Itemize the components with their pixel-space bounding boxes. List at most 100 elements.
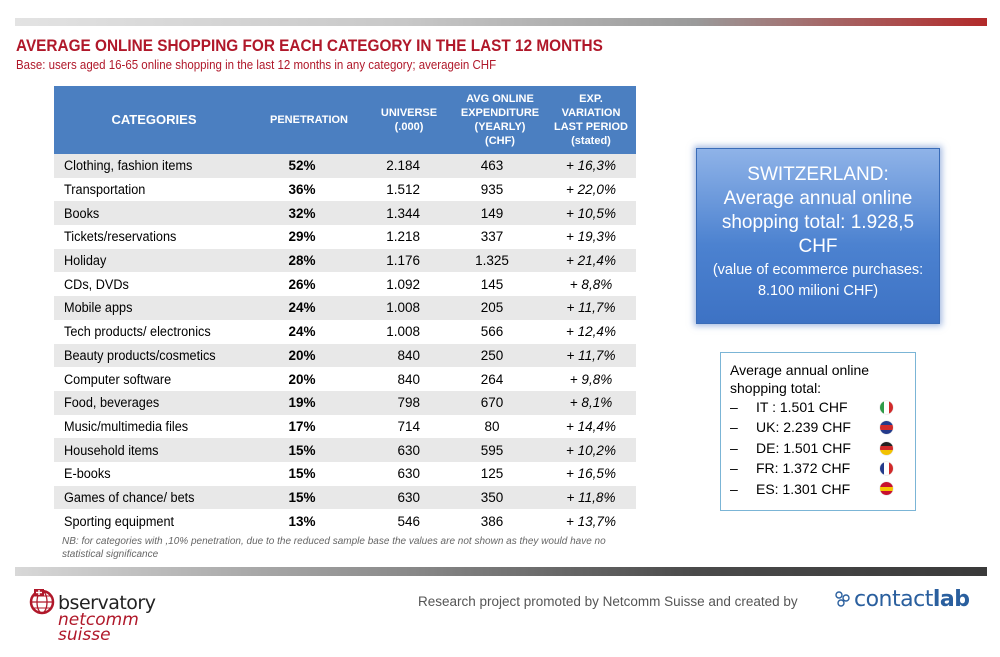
logo-netcomm-text: netcomm bbox=[58, 610, 139, 630]
comparison-item: – FR: 1.372 CHF bbox=[730, 458, 907, 478]
comparison-item: – IT : 1.501 CHF bbox=[730, 397, 907, 417]
penetration-cell: 29% bbox=[254, 225, 364, 249]
penetration-cell: 52% bbox=[254, 154, 364, 178]
table-row: Games of chance/ bets 15% 630 350 + 11,8% bbox=[54, 485, 636, 510]
contactlab-text: contactlab bbox=[854, 587, 970, 612]
header-penetration: PENETRATION bbox=[254, 86, 364, 154]
penetration-cell: 20% bbox=[254, 367, 364, 391]
comparison-item: – DE: 1.501 CHF bbox=[730, 438, 907, 458]
comparison-item: – ES: 1.301 CHF bbox=[730, 479, 907, 499]
avg-expenditure-cell: 205 bbox=[454, 296, 546, 320]
variation-cell: + 13,7% bbox=[546, 509, 636, 533]
avg-expenditure-cell: 337 bbox=[454, 225, 546, 249]
universe-cell: 798 bbox=[364, 390, 454, 415]
category-cell: Household items bbox=[54, 438, 254, 462]
universe-cell: 630 bbox=[364, 438, 454, 462]
uk-flag-icon bbox=[880, 421, 893, 435]
category-cell: Clothing, fashion items bbox=[54, 154, 254, 178]
penetration-cell: 13% bbox=[254, 509, 364, 533]
table-row: Clothing, fashion items 52% 2.184 463 + 16,3… bbox=[54, 154, 636, 178]
switzerland-title: SWITZERLAND: bbox=[747, 164, 889, 185]
bullet-dash: – bbox=[730, 399, 738, 415]
penetration-cell: 26% bbox=[254, 272, 364, 297]
research-credit-text: Research project promoted by Netcomm Sui… bbox=[418, 594, 798, 609]
category-cell: Holiday bbox=[54, 248, 254, 273]
penetration-cell: 20% bbox=[254, 343, 364, 368]
france-flag-icon bbox=[880, 461, 893, 475]
observatory-netcomm-suisse-logo: bservatory netcomm suisse bbox=[28, 586, 178, 646]
table-row: Transportation 36% 1.512 935 + 22,0% bbox=[54, 177, 636, 202]
comparison-item: – UK: 2.239 CHF bbox=[730, 417, 907, 437]
penetration-cell: 28% bbox=[254, 248, 364, 273]
comparison-title-1: Average annual online bbox=[730, 362, 870, 378]
comparison-value: FR: 1.372 CHF bbox=[756, 460, 851, 477]
table-row: Music/multimedia files 17% 714 80 + 14,4% bbox=[54, 414, 636, 439]
penetration-cell: 24% bbox=[254, 319, 364, 344]
category-cell: Food, beverages bbox=[54, 390, 254, 415]
category-cell: Mobile apps bbox=[54, 296, 254, 320]
variation-cell: + 8,8% bbox=[546, 272, 636, 297]
variation-cell: + 10,5% bbox=[546, 201, 636, 226]
bottom-divider-bar bbox=[15, 567, 987, 576]
avg-expenditure-cell: 350 bbox=[454, 485, 546, 510]
variation-cell: + 12,4% bbox=[546, 319, 636, 344]
footnote: NB: for categories with ,10% penetration… bbox=[62, 536, 606, 560]
avg-expenditure-cell: 80 bbox=[454, 414, 546, 439]
category-cell: E-books bbox=[54, 461, 254, 486]
category-cell: Tech products/ electronics bbox=[54, 319, 254, 344]
spain-flag-icon bbox=[880, 482, 893, 496]
universe-cell: 840 bbox=[364, 343, 454, 368]
penetration-cell: 32% bbox=[254, 201, 364, 226]
penetration-cell: 36% bbox=[254, 177, 364, 202]
avg-expenditure-cell: 386 bbox=[454, 509, 546, 533]
variation-cell: + 16,5% bbox=[546, 461, 636, 486]
header-categories: CATEGORIES bbox=[54, 86, 254, 154]
comparison-value: DE: 1.501 CHF bbox=[756, 439, 851, 456]
comparison-value: UK: 2.239 CHF bbox=[756, 419, 851, 436]
globe-icon bbox=[29, 589, 55, 615]
logo-observatory-text: bservatory bbox=[58, 592, 156, 614]
bullet-dash: – bbox=[730, 419, 738, 436]
universe-cell: 1.218 bbox=[364, 225, 454, 249]
switzerland-line-4: CHF bbox=[798, 236, 838, 257]
category-cell: Beauty products/cosmetics bbox=[54, 343, 254, 368]
avg-expenditure-cell: 145 bbox=[454, 272, 546, 297]
universe-cell: 1.008 bbox=[364, 296, 454, 320]
penetration-cell: 15% bbox=[254, 485, 364, 510]
variation-cell: + 21,4% bbox=[546, 248, 636, 273]
avg-expenditure-cell: 264 bbox=[454, 367, 546, 391]
table-row: Holiday 28% 1.176 1.325 + 21,4% bbox=[54, 248, 636, 273]
category-cell: Music/multimedia files bbox=[54, 414, 254, 439]
avg-expenditure-cell: 125 bbox=[454, 461, 546, 486]
variation-cell: + 14,4% bbox=[546, 414, 636, 439]
table-row: Books 32% 1.344 149 + 10,5% bbox=[54, 201, 636, 226]
bullet-dash: – bbox=[730, 460, 738, 477]
avg-expenditure-cell: 935 bbox=[454, 177, 546, 202]
avg-expenditure-cell: 670 bbox=[454, 390, 546, 415]
italy-flag-icon bbox=[880, 400, 893, 414]
universe-cell: 630 bbox=[364, 461, 454, 486]
variation-cell: + 16,3% bbox=[546, 154, 636, 178]
variation-cell: + 11,8% bbox=[546, 485, 636, 510]
universe-cell: 1.092 bbox=[364, 272, 454, 297]
bullet-dash: – bbox=[730, 439, 738, 456]
variation-cell: + 11,7% bbox=[546, 296, 636, 320]
header-avg-expenditure: AVG ONLINE EXPENDITURE (YEARLY) (CHF) bbox=[454, 86, 546, 154]
table-row: Household items 15% 630 595 + 10,2% bbox=[54, 438, 636, 462]
table-row: Beauty products/cosmetics 20% 840 250 + 11,7… bbox=[54, 343, 636, 368]
penetration-cell: 15% bbox=[254, 438, 364, 462]
avg-expenditure-cell: 1.325 bbox=[454, 248, 546, 273]
universe-cell: 840 bbox=[364, 367, 454, 391]
switzerland-summary-box: SWITZERLAND: Average annual online shopp… bbox=[696, 148, 940, 324]
penetration-cell: 19% bbox=[254, 390, 364, 415]
switzerland-sub-2: 8.100 milioni CHF) bbox=[757, 283, 879, 299]
table-row: E-books 15% 630 125 + 16,5% bbox=[54, 461, 636, 486]
category-cell: Books bbox=[54, 201, 254, 226]
contactlab-dots-icon bbox=[835, 590, 850, 607]
avg-expenditure-cell: 595 bbox=[454, 438, 546, 462]
variation-cell: + 8,1% bbox=[546, 390, 636, 415]
avg-expenditure-cell: 149 bbox=[454, 201, 546, 226]
bullet-dash: – bbox=[730, 480, 738, 497]
penetration-cell: 15% bbox=[254, 461, 364, 486]
category-cell: Sporting equipment bbox=[54, 509, 254, 533]
